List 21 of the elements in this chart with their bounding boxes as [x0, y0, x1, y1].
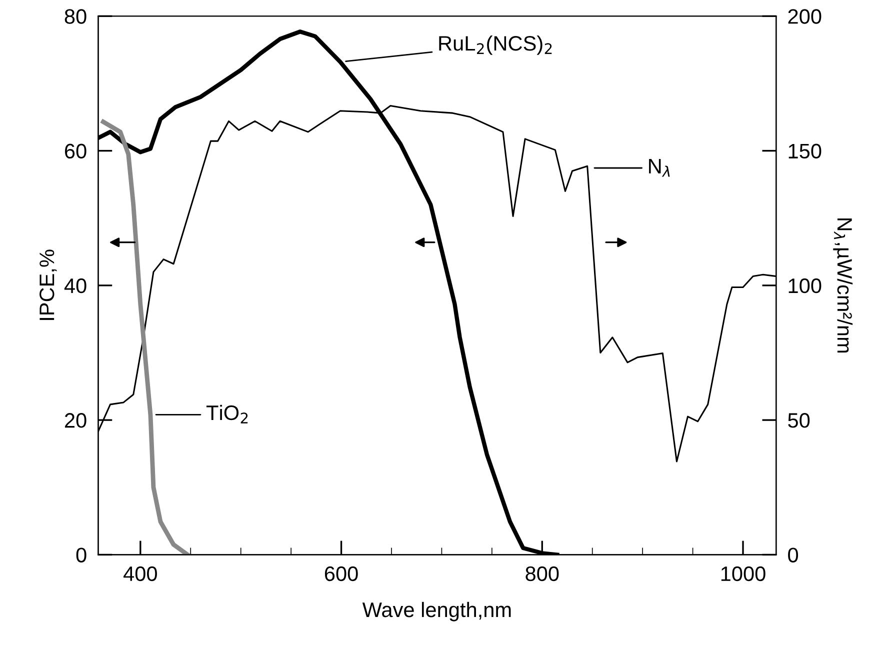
annotation: RuL$_{2}$(NCS)$_{2}$ — [439, 35, 552, 55]
y2-axis-title: N$_{λ}$,µW/cm²/nm — [833, 218, 853, 353]
annotation: N$_{λ}$ — [649, 159, 670, 177]
y2-tick-label: 50 — [788, 413, 810, 428]
y2-tick-label: 150 — [788, 144, 822, 159]
x-tick-label: 800 — [526, 566, 559, 582]
x-axis-title: Wave length,nm — [362, 602, 511, 622]
line-series — [101, 120, 190, 555]
x-tick-label: 1000 — [721, 566, 766, 582]
y-tick-label: 0 — [76, 548, 86, 562]
annotation: TiO$_{2}$ — [206, 404, 248, 424]
y2-tick-label: 200 — [788, 9, 822, 24]
y-tick-label: 20 — [64, 413, 86, 428]
y-tick-label: 60 — [65, 144, 86, 159]
y2-tick-label: 100 — [788, 278, 822, 294]
y2-tick-label: 0 — [788, 548, 798, 562]
x-tick-label: 400 — [124, 566, 157, 582]
y-tick-label: 40 — [64, 278, 86, 294]
x-tick-label: 600 — [324, 566, 358, 582]
y-tick-label: 80 — [64, 9, 86, 24]
y-axis-title: IPCE,% — [40, 250, 57, 320]
